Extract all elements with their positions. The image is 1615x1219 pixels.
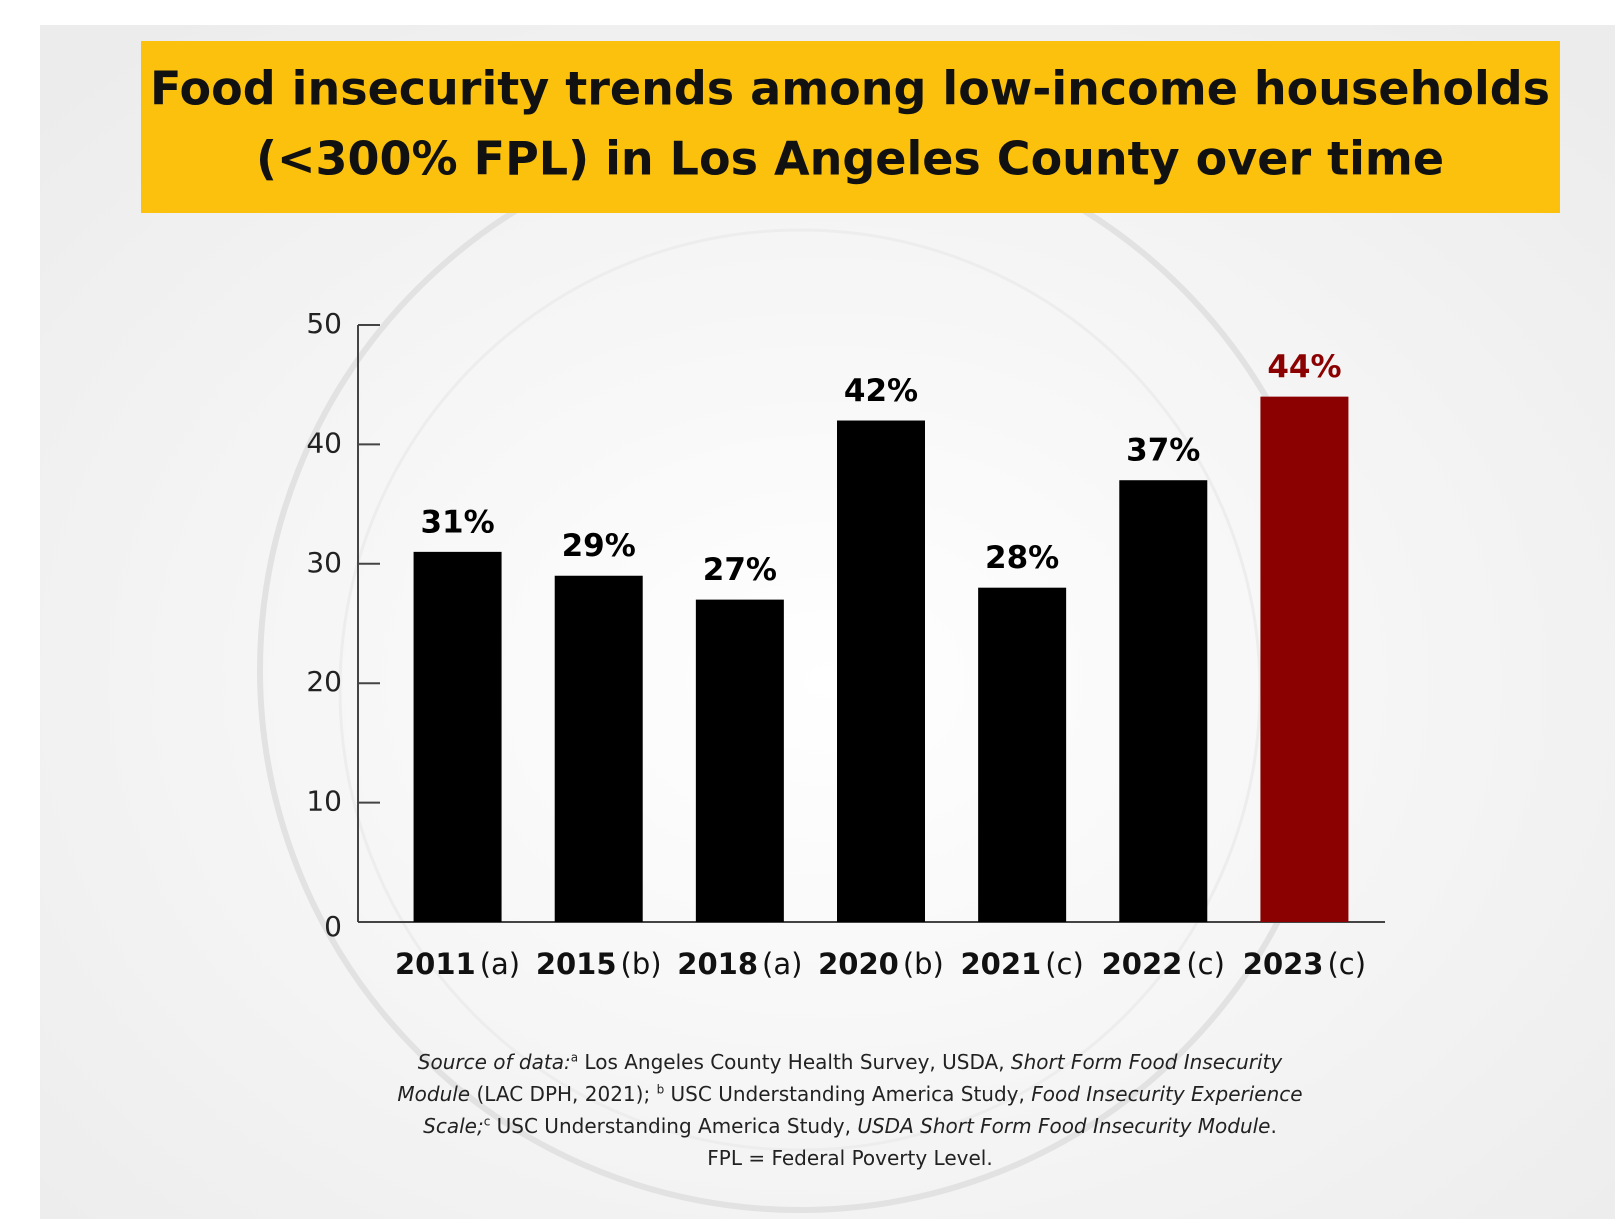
y-tick-label: 20 <box>306 665 342 698</box>
x-tick-label: 2022 (c) <box>1102 947 1225 981</box>
y-tick-label: 10 <box>306 785 342 818</box>
y-tick-label: 30 <box>306 546 342 579</box>
category: 2018 <box>677 947 758 981</box>
bar <box>978 587 1067 922</box>
x-tick-label: 2018 (a) <box>677 947 802 981</box>
footnote-line: Module (LAC DPH, 2021); b USC Understand… <box>300 1078 1400 1110</box>
footnote-line: FPL = Federal Poverty Level. <box>300 1142 1400 1174</box>
y-tick-label: 40 <box>306 426 342 459</box>
value-label: 31% <box>420 504 494 540</box>
category-note: (c) <box>1186 947 1225 981</box>
bar <box>1119 480 1208 922</box>
value-label: 27% <box>703 552 777 588</box>
footnote-text: Food Insecurity Experience <box>1031 1082 1303 1106</box>
bar <box>1260 396 1349 922</box>
footnote-text: c <box>483 1114 491 1129</box>
footnote-text: Scale; <box>423 1114 484 1138</box>
value-label: 37% <box>1126 433 1200 469</box>
chart-title: Food insecurity trends among low-income … <box>150 62 1550 116</box>
footnote-text: USC Understanding America Study, <box>664 1082 1032 1106</box>
value-label: 28% <box>985 540 1059 576</box>
x-tick-label: 2020 (b) <box>818 947 944 981</box>
bar <box>413 551 502 922</box>
x-tick-label: 2015 (b) <box>536 947 662 981</box>
category: 2022 <box>1102 947 1183 981</box>
bar <box>837 420 925 922</box>
chart-title: (<300% FPL) in Los Angeles County over t… <box>256 132 1444 186</box>
footnote-text: FPL = Federal Poverty Level. <box>707 1146 993 1170</box>
footnote-text: . <box>1270 1114 1277 1138</box>
background <box>40 25 1615 1219</box>
category-note: (c) <box>1045 947 1084 981</box>
x-tick-label: 2023 (c) <box>1243 947 1366 981</box>
category-note: (b) <box>903 947 944 981</box>
footnote-text: a <box>570 1050 579 1065</box>
footnote-text: Source of data: <box>417 1050 571 1074</box>
category: 2020 <box>818 947 899 981</box>
category-note: (a) <box>480 947 520 981</box>
category-note: (c) <box>1327 947 1366 981</box>
footnote-text: USC Understanding America Study, <box>490 1114 858 1138</box>
footnote-text: Module <box>397 1082 471 1106</box>
value-label: 44% <box>1267 349 1341 385</box>
y-tick-label: 50 <box>306 307 342 340</box>
footnote-line: Source of data:a Los Angeles County Heal… <box>300 1046 1400 1078</box>
footnote-line: Scale;c USC Understanding America Study,… <box>300 1110 1400 1142</box>
plate-inner <box>338 228 1262 1152</box>
x-tick-label: 2021 (c) <box>960 947 1083 981</box>
y-tick-label: 0 <box>324 910 342 943</box>
title-box <box>141 41 1560 213</box>
category-note: (b) <box>621 947 662 981</box>
x-tick-label: 2011 (a) <box>395 947 520 981</box>
category: 2021 <box>960 947 1041 981</box>
footnote-text: USDA Short Form Food Insecurity Module <box>857 1114 1271 1138</box>
bar <box>695 599 784 922</box>
footnote-text: Short Form Food Insecurity <box>1010 1050 1283 1074</box>
footnote-text: b <box>656 1082 665 1097</box>
footnote-text: (LAC DPH, 2021); <box>470 1082 657 1106</box>
category: 2015 <box>536 947 617 981</box>
category: 2011 <box>395 947 476 981</box>
bar <box>554 575 643 922</box>
category-note: (a) <box>762 947 802 981</box>
category: 2023 <box>1243 947 1324 981</box>
value-label: 42% <box>844 373 918 409</box>
value-label: 29% <box>562 528 636 564</box>
footnote: Source of data:a Los Angeles County Heal… <box>300 1046 1400 1174</box>
footnote-text: Los Angeles County Health Survey, USDA, <box>578 1050 1011 1074</box>
